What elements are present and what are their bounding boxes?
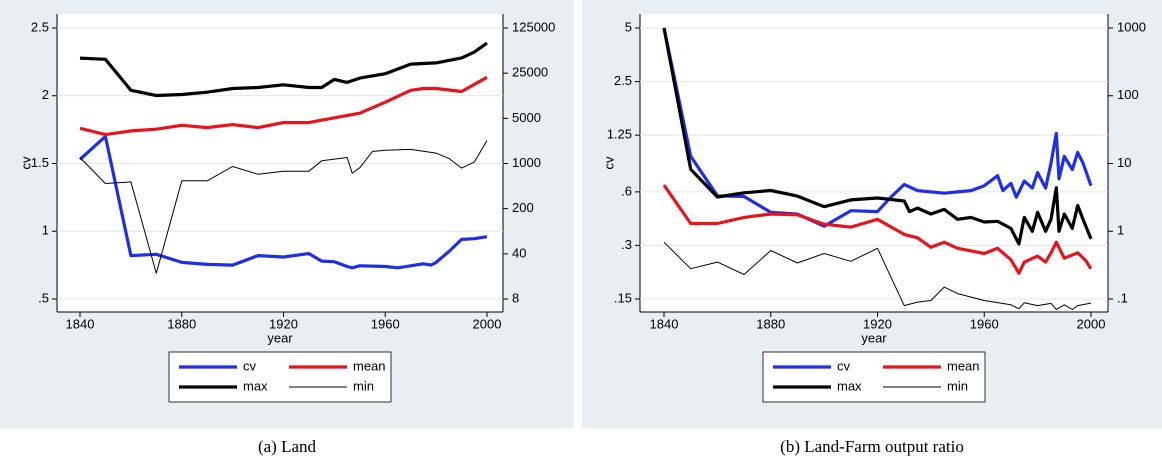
series-line bbox=[663, 241, 1092, 310]
y-tick-label: 1.25 bbox=[607, 127, 632, 142]
y-tick-label: 2.5 bbox=[614, 73, 632, 88]
x-tick-label: 2000 bbox=[473, 316, 502, 331]
y-tick-label: .15 bbox=[614, 290, 632, 305]
y2-tick-label: 1 bbox=[1117, 223, 1124, 238]
series-line bbox=[662, 27, 1093, 246]
y2-tick-label: 1000 bbox=[1117, 19, 1146, 34]
legend-label: mean bbox=[353, 358, 386, 373]
x-axis-label: year bbox=[861, 330, 887, 345]
series-line bbox=[79, 75, 488, 137]
series-line bbox=[79, 41, 488, 98]
series-line bbox=[662, 184, 1093, 275]
y-axis-label: cv bbox=[601, 156, 616, 170]
x-tick-label: 1880 bbox=[167, 316, 196, 331]
legend-label: cv bbox=[243, 358, 257, 373]
y2-tick-label: 1000 bbox=[512, 155, 541, 170]
y-tick-label: 2 bbox=[42, 87, 49, 102]
legend-box bbox=[762, 351, 986, 403]
x-tick-label: 1960 bbox=[371, 316, 400, 331]
legend-label: min bbox=[353, 378, 374, 393]
y-tick-label: .6 bbox=[621, 183, 632, 198]
x-tick-label: 1960 bbox=[970, 316, 999, 331]
legend-label: max bbox=[837, 378, 862, 393]
y2-tick-label: .1 bbox=[1117, 290, 1128, 305]
y-axis-label: cv bbox=[18, 156, 33, 170]
y2-tick-label: 25000 bbox=[512, 65, 548, 80]
plot-area bbox=[640, 14, 1108, 312]
x-tick-label: 1920 bbox=[863, 316, 892, 331]
legend-label: min bbox=[947, 378, 968, 393]
y-tick-label: .3 bbox=[621, 237, 632, 252]
y-tick-label: .5 bbox=[38, 290, 49, 305]
x-tick-label: 1840 bbox=[650, 316, 679, 331]
legend-label: cv bbox=[837, 358, 851, 373]
series-line bbox=[78, 134, 488, 270]
y2-tick-label: 8 bbox=[512, 290, 519, 305]
y2-tick-label: 125000 bbox=[512, 19, 555, 34]
caption: (a) Land bbox=[258, 437, 317, 456]
y2-tick-label: 40 bbox=[512, 245, 526, 260]
x-tick-label: 2000 bbox=[1077, 316, 1106, 331]
y2-tick-label: 5000 bbox=[512, 110, 541, 125]
y-tick-label: 1.5 bbox=[31, 155, 49, 170]
y2-tick-label: 100 bbox=[1117, 87, 1139, 102]
y-tick-label: 5 bbox=[625, 19, 632, 34]
x-tick-label: 1880 bbox=[756, 316, 785, 331]
legend-label: max bbox=[243, 378, 268, 393]
y2-tick-label: 10 bbox=[1117, 155, 1131, 170]
y-tick-label: 2.5 bbox=[31, 19, 49, 34]
legend-box bbox=[168, 351, 392, 403]
series-line bbox=[79, 140, 488, 274]
x-tick-label: 1920 bbox=[269, 316, 298, 331]
y-tick-label: 1 bbox=[42, 223, 49, 238]
legend-label: mean bbox=[947, 358, 980, 373]
caption: (b) Land-Farm output ratio bbox=[780, 437, 964, 456]
x-axis-label: year bbox=[267, 330, 293, 345]
y2-tick-label: 200 bbox=[512, 200, 534, 215]
x-tick-label: 1840 bbox=[66, 316, 95, 331]
